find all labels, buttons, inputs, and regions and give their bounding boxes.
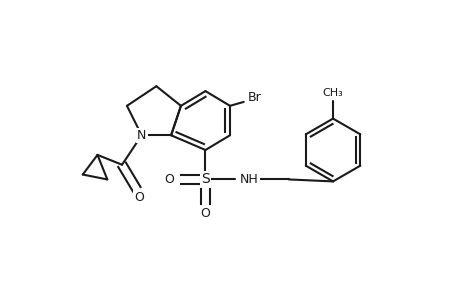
Text: S: S	[201, 172, 209, 186]
Text: CH₃: CH₃	[322, 88, 343, 98]
Text: O: O	[200, 207, 210, 220]
Text: Br: Br	[247, 92, 261, 104]
Text: N: N	[137, 129, 146, 142]
Text: O: O	[164, 173, 174, 186]
Text: O: O	[134, 190, 143, 204]
Text: NH: NH	[239, 173, 258, 186]
